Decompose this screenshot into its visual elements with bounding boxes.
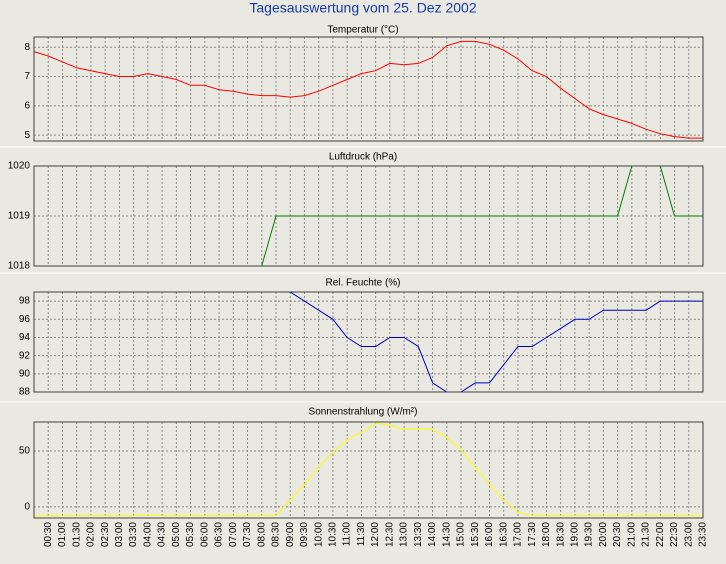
panel-title: Luftdruck (hPa) <box>329 152 397 163</box>
x-tick-label: 08:00 <box>256 522 267 547</box>
data-line <box>34 422 703 517</box>
plot-border <box>33 421 704 519</box>
y-tick-label: 5 <box>24 130 30 141</box>
x-tick-label: 21:30 <box>641 522 652 547</box>
x-tick-label: 20:00 <box>598 522 609 547</box>
x-tick-label: 07:30 <box>242 522 253 547</box>
x-tick-label: 06:30 <box>214 522 225 547</box>
x-tick-label: 19:00 <box>570 522 581 547</box>
y-tick-label: 94 <box>19 332 31 343</box>
panel-title: Temperatur (°C) <box>327 25 398 36</box>
panel-title: Rel. Feuchte (%) <box>325 278 400 289</box>
x-tick-label: 18:30 <box>555 522 566 547</box>
plot-area <box>34 37 703 141</box>
x-tick-label: 14:30 <box>441 522 452 547</box>
x-tick-label: 12:00 <box>370 522 381 547</box>
x-tick-label: 09:30 <box>299 522 310 547</box>
x-tick-label: 16:30 <box>498 522 509 547</box>
y-tick-label: 1019 <box>8 211 31 222</box>
x-tick-label: 03:30 <box>128 522 139 547</box>
x-tick-label: 11:00 <box>342 522 353 547</box>
y-tick-label: 88 <box>19 387 31 398</box>
x-tick-label: 10:00 <box>313 522 324 547</box>
plot-border <box>33 36 704 142</box>
x-tick-label: 17:00 <box>513 522 524 547</box>
y-tick-label: 1018 <box>8 261 31 272</box>
x-tick-label: 19:30 <box>584 522 595 547</box>
x-tick-label: 04:30 <box>157 522 168 547</box>
y-tick-label: 7 <box>24 71 30 82</box>
x-tick-label: 02:00 <box>86 522 97 547</box>
x-tick-label: 15:30 <box>470 522 481 547</box>
x-tick-label: 14:00 <box>427 522 438 547</box>
x-tick-label: 23:00 <box>683 522 694 547</box>
x-tick-label: 17:30 <box>527 522 538 547</box>
x-tick-label: 15:00 <box>456 522 467 547</box>
x-tick-label: 13:30 <box>413 522 424 547</box>
plot-area <box>34 292 703 392</box>
x-tick-label: 00:30 <box>43 522 54 547</box>
x-tick-label: 05:30 <box>185 522 196 547</box>
data-line <box>289 291 703 393</box>
panel-title: Sonnenstrahlung (W/m²) <box>309 407 418 418</box>
x-tick-label: 04:00 <box>143 522 154 547</box>
x-tick-label: 05:00 <box>171 522 182 547</box>
x-tick-label: 02:30 <box>100 522 111 547</box>
x-tick-label: 21:00 <box>626 522 637 547</box>
y-tick-label: 0 <box>24 501 30 512</box>
x-tick-label: 12:30 <box>385 522 396 547</box>
x-tick-label: 01:30 <box>71 522 82 547</box>
plot-area <box>34 422 703 518</box>
x-tick-label: 18:00 <box>541 522 552 547</box>
page-title: Tagesauswertung vom 25. Dez 2002 <box>249 0 476 16</box>
x-tick-label: 03:00 <box>114 522 125 547</box>
y-tick-label: 50 <box>19 446 31 457</box>
plot-border <box>33 291 704 393</box>
x-tick-label: 07:00 <box>228 522 239 547</box>
y-tick-label: 8 <box>24 42 30 53</box>
x-tick-label: 20:30 <box>612 522 623 547</box>
x-tick-label: 10:30 <box>328 522 339 547</box>
y-tick-label: 92 <box>19 350 31 361</box>
x-tick-label: 09:00 <box>285 522 296 547</box>
x-tick-label: 06:00 <box>199 522 210 547</box>
y-tick-label: 1020 <box>8 161 31 172</box>
x-tick-label: 08:30 <box>271 522 282 547</box>
x-tick-label: 01:00 <box>57 522 68 547</box>
x-tick-label: 23:30 <box>698 522 709 547</box>
data-line <box>33 40 703 139</box>
y-tick-label: 6 <box>24 100 30 111</box>
x-tick-label: 16:00 <box>484 522 495 547</box>
x-tick-label: 22:30 <box>669 522 680 547</box>
y-tick-label: 98 <box>19 296 31 307</box>
y-tick-label: 96 <box>19 314 31 325</box>
x-tick-label: 11:30 <box>356 522 367 547</box>
y-tick-label: 90 <box>19 368 31 379</box>
plot-border <box>33 165 704 267</box>
x-tick-label: 22:00 <box>655 522 666 547</box>
x-tick-label: 13:00 <box>399 522 410 547</box>
